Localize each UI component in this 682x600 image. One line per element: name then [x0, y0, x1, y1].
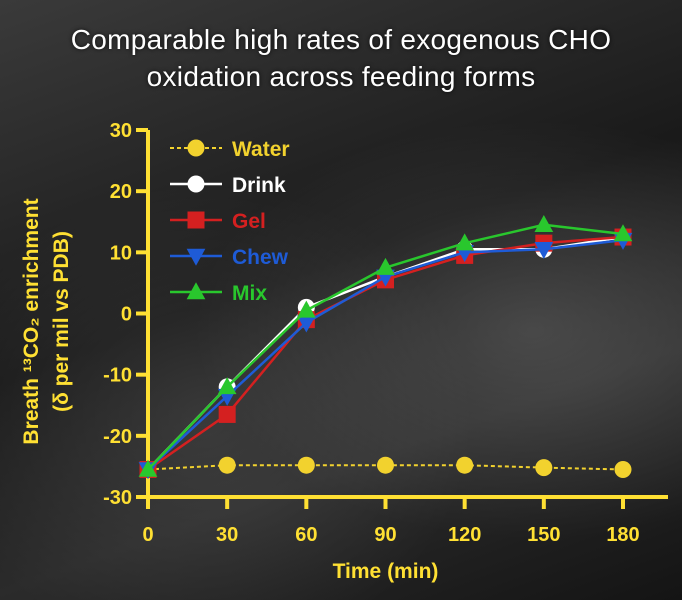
legend-marker-chew [186, 248, 206, 266]
y-axis-label-line-1: Breath ¹³CO₂ enrichment [20, 198, 43, 444]
legend-marker-drink [187, 175, 205, 193]
chart-title-line-2: oxidation across feeding forms [146, 61, 536, 92]
y-tick-label: 0 [121, 304, 132, 326]
y-tick-label: 30 [110, 120, 132, 142]
series-mix [138, 215, 633, 477]
legend-entry-drink: Drink [170, 174, 286, 197]
data-point-water [614, 460, 632, 478]
chart-ticks: 30 20 10 0 -10 -20 -30 0 30 60 90 120 150 180 [103, 120, 640, 546]
y-tick-label: -20 [103, 426, 132, 448]
chart-axis-labels: Time (min) Breath ¹³CO₂ enrichment (δ per … [20, 198, 438, 583]
data-point-water [377, 456, 394, 474]
data-point-mix [376, 257, 395, 275]
y-tick-label: 10 [110, 242, 132, 264]
data-point-gel [218, 405, 236, 423]
x-tick-label: 30 [216, 524, 238, 546]
legend-label-gel: Gel [232, 210, 266, 233]
chart-series [138, 215, 633, 480]
x-tick-label: 150 [527, 524, 560, 546]
legend-marker-mix [186, 282, 206, 300]
legend-marker-gel [187, 211, 205, 229]
data-point-water [535, 459, 553, 477]
x-tick-label: 180 [606, 524, 639, 546]
legend-entry-gel: Gel [170, 210, 266, 233]
legend-label-water: Water [232, 138, 290, 161]
series-water [139, 456, 632, 478]
y-tick-label: 20 [110, 181, 132, 203]
data-point-mix [534, 215, 554, 233]
chart-legend: Water Drink Gel Chew Mix [170, 138, 290, 305]
legend-marker-water [187, 139, 205, 157]
data-point-mix [217, 377, 237, 395]
data-point-water [456, 456, 474, 474]
data-point-water [218, 456, 236, 474]
legend-entry-water: Water [170, 138, 290, 161]
x-axis-label: Time (min) [333, 560, 439, 583]
data-point-water [297, 456, 315, 474]
x-tick-label: 90 [374, 524, 396, 546]
y-axis-label-line-2: (δ per mil vs PDB) [50, 231, 73, 412]
x-tick-label: 0 [142, 524, 153, 546]
data-point-mix [296, 300, 316, 318]
legend-entry-chew: Chew [170, 246, 289, 269]
data-point-mix [613, 224, 633, 242]
y-tick-label: -30 [103, 487, 132, 509]
legend-label-chew: Chew [232, 246, 289, 269]
legend-label-drink: Drink [232, 174, 286, 197]
legend-label-mix: Mix [232, 282, 267, 305]
chart-title-line-1: Comparable high rates of exogenous CHO [70, 24, 612, 55]
data-point-chew [296, 315, 316, 333]
chart-axes [146, 130, 668, 499]
x-tick-label: 120 [448, 524, 481, 546]
data-point-mix [455, 233, 475, 251]
x-tick-label: 60 [295, 524, 317, 546]
data-point-chew [534, 242, 554, 260]
data-point-mix [138, 459, 158, 477]
legend-entry-mix: Mix [170, 282, 267, 305]
y-tick-label: -10 [103, 365, 132, 387]
